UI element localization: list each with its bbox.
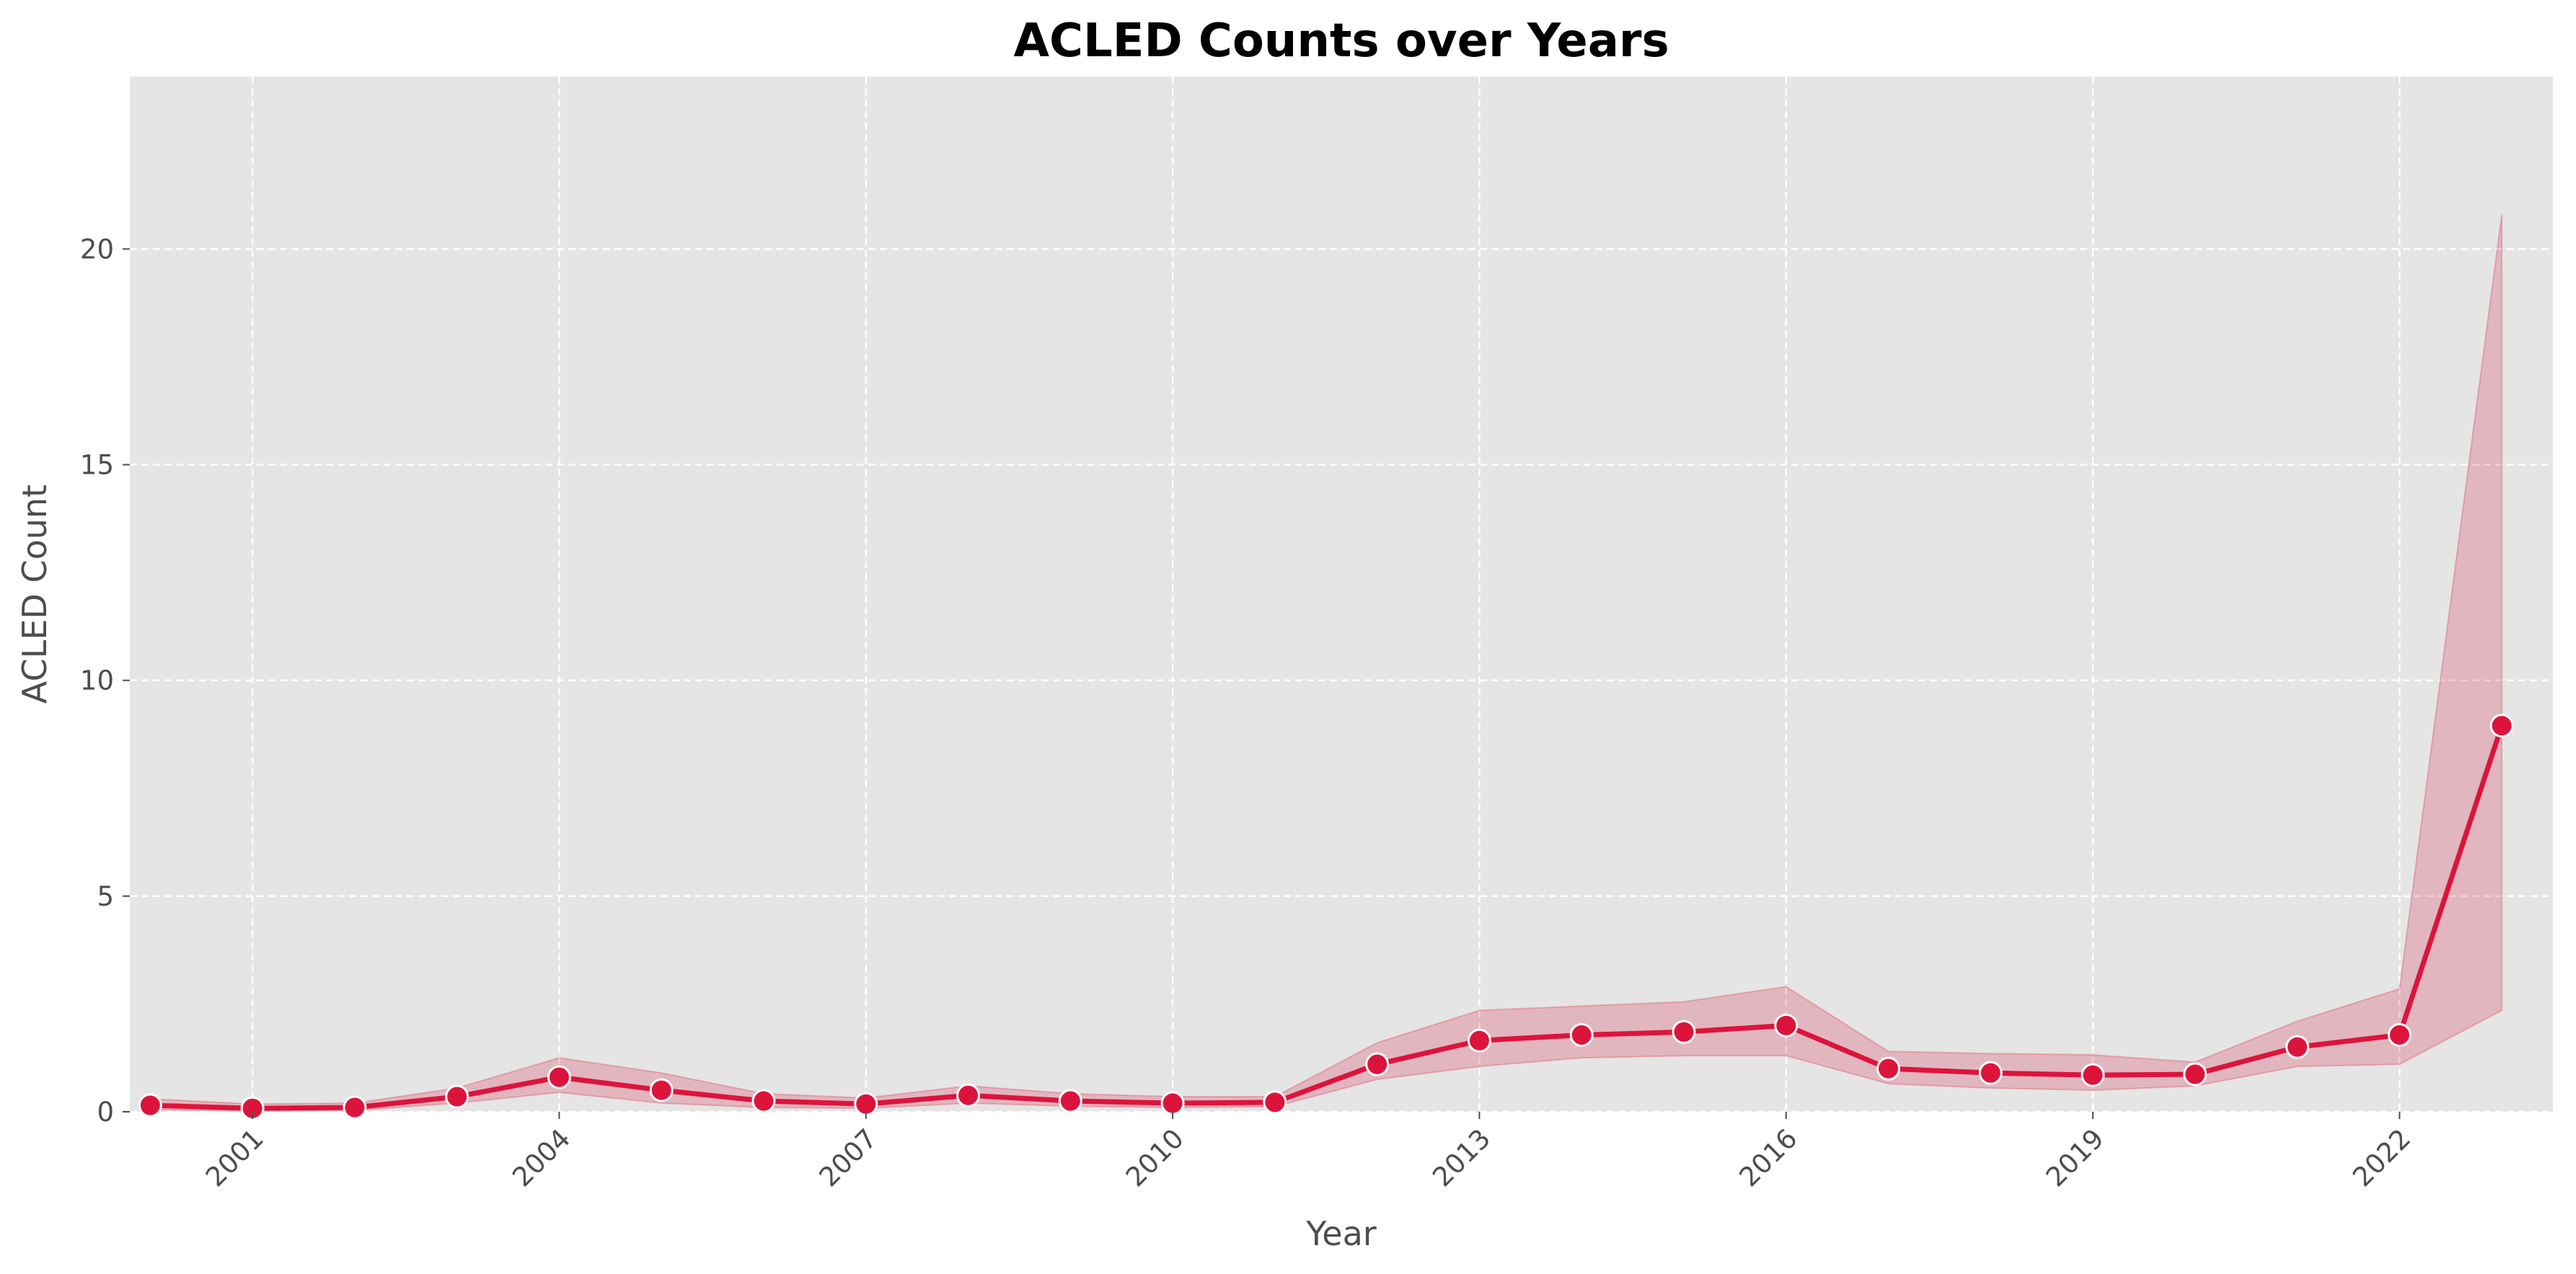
data-point [1263, 1090, 1287, 1115]
data-point [956, 1083, 981, 1107]
y-tick-label: 20 [80, 234, 114, 265]
data-point [2285, 1035, 2310, 1059]
y-tick-label: 0 [97, 1097, 114, 1128]
data-point [854, 1092, 878, 1116]
x-tick-label: 2016 [1734, 1123, 1804, 1193]
data-point [1569, 1022, 1594, 1047]
data-point [1160, 1091, 1185, 1115]
data-point [1876, 1056, 1900, 1081]
data-point [1467, 1028, 1491, 1053]
y-tick-label: 10 [80, 665, 114, 696]
data-point [138, 1093, 162, 1118]
y-tick-label: 15 [80, 450, 114, 481]
data-point [649, 1078, 674, 1102]
data-point [445, 1084, 469, 1109]
data-point [2489, 713, 2514, 738]
series-line [147, 722, 2505, 1111]
data-point [2183, 1062, 2207, 1087]
x-axis-label: Year [1305, 1214, 1376, 1253]
y-axis-label: ACLED Count [15, 485, 54, 704]
x-tick-label: 2019 [2040, 1123, 2110, 1193]
x-tick-label: 2022 [2347, 1123, 2417, 1193]
plot-background [130, 76, 2553, 1112]
data-points [138, 713, 2514, 1120]
data-point [2081, 1063, 2105, 1087]
data-point [343, 1095, 367, 1120]
x-tick-label: 2001 [200, 1123, 270, 1193]
data-point [1978, 1061, 2003, 1085]
grid-lines [130, 76, 2553, 1113]
y-tick-label: 5 [97, 881, 114, 912]
x-tick-label: 2004 [506, 1123, 576, 1193]
data-point [2387, 1022, 2412, 1047]
data-point [751, 1089, 776, 1113]
data-point [1365, 1052, 1390, 1076]
data-point [1774, 1013, 1799, 1038]
x-tick-label: 2013 [1426, 1123, 1496, 1193]
data-point [1058, 1089, 1082, 1113]
data-point [547, 1065, 571, 1089]
chart-title: ACLED Counts over Years [1013, 14, 1669, 68]
data-point [1672, 1019, 1696, 1044]
x-tick-label: 2010 [1120, 1123, 1190, 1193]
x-tick-label: 2007 [813, 1123, 883, 1193]
data-point [240, 1096, 265, 1120]
